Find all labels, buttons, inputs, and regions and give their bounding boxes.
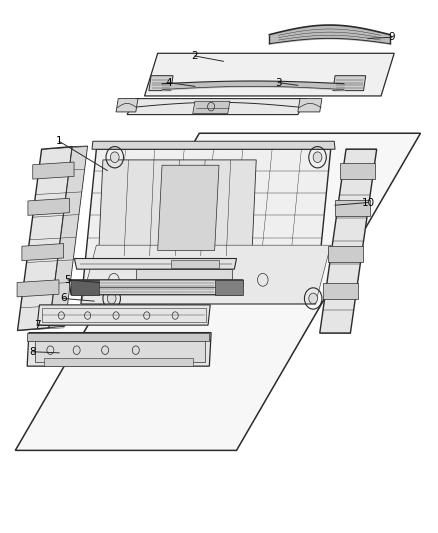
Polygon shape	[335, 200, 370, 216]
Polygon shape	[28, 198, 69, 215]
Polygon shape	[22, 244, 64, 261]
Text: 8: 8	[29, 347, 36, 357]
Polygon shape	[193, 101, 230, 114]
Polygon shape	[81, 149, 331, 304]
Text: 10: 10	[361, 198, 374, 207]
Polygon shape	[71, 280, 99, 295]
Polygon shape	[136, 269, 232, 290]
Polygon shape	[15, 133, 420, 450]
Polygon shape	[323, 283, 358, 299]
Text: 6: 6	[60, 294, 67, 303]
Polygon shape	[298, 99, 322, 112]
Polygon shape	[320, 149, 377, 333]
Polygon shape	[37, 305, 210, 325]
Circle shape	[110, 152, 119, 163]
Circle shape	[313, 152, 322, 163]
Polygon shape	[35, 337, 205, 362]
Polygon shape	[49, 146, 88, 328]
Polygon shape	[158, 165, 219, 251]
Text: 9: 9	[389, 33, 396, 42]
Polygon shape	[92, 141, 335, 149]
Circle shape	[309, 293, 318, 304]
Text: 5: 5	[64, 275, 71, 285]
Text: 2: 2	[191, 51, 198, 61]
Text: 1: 1	[56, 136, 63, 146]
Polygon shape	[17, 280, 59, 297]
Polygon shape	[127, 99, 307, 115]
Circle shape	[107, 293, 116, 304]
Polygon shape	[74, 259, 237, 269]
Polygon shape	[340, 164, 375, 180]
Polygon shape	[149, 76, 173, 91]
Text: 4: 4	[165, 78, 172, 87]
Polygon shape	[171, 260, 219, 268]
Text: 7: 7	[34, 320, 41, 330]
Polygon shape	[328, 246, 363, 262]
Polygon shape	[99, 160, 256, 256]
Polygon shape	[81, 245, 331, 304]
Polygon shape	[69, 280, 243, 295]
Polygon shape	[116, 99, 138, 112]
Text: 3: 3	[275, 78, 282, 87]
Polygon shape	[44, 358, 193, 366]
Polygon shape	[27, 333, 211, 366]
Polygon shape	[215, 280, 243, 295]
Polygon shape	[145, 53, 394, 96]
Polygon shape	[18, 147, 72, 330]
Polygon shape	[333, 76, 366, 91]
Polygon shape	[27, 333, 209, 341]
Polygon shape	[33, 162, 74, 179]
